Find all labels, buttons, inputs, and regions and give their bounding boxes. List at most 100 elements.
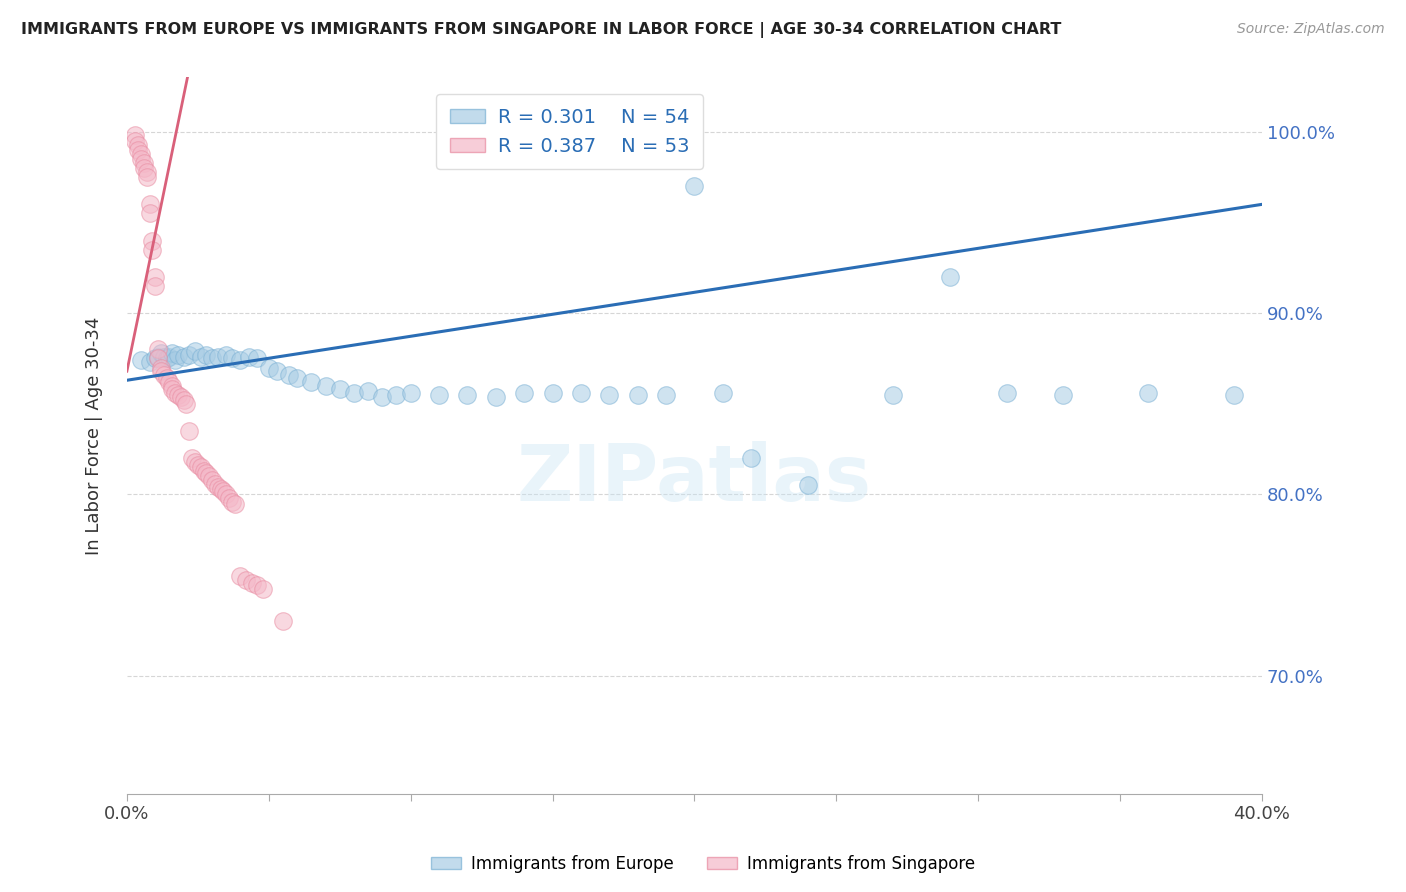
Point <box>797 478 820 492</box>
Point <box>146 343 169 357</box>
Point <box>124 134 146 148</box>
Point <box>399 386 422 401</box>
Point <box>198 469 221 483</box>
Point <box>138 355 160 369</box>
Point <box>485 390 508 404</box>
Y-axis label: In Labor Force | Age 30-34: In Labor Force | Age 30-34 <box>86 317 103 555</box>
Point <box>143 279 166 293</box>
Point <box>238 350 260 364</box>
Point <box>143 351 166 366</box>
Point <box>176 397 198 411</box>
Text: IMMIGRANTS FROM EUROPE VS IMMIGRANTS FROM SINGAPORE IN LABOR FORCE | AGE 30-34 C: IMMIGRANTS FROM EUROPE VS IMMIGRANTS FRO… <box>21 22 1062 38</box>
Point <box>240 576 263 591</box>
Point <box>1052 388 1074 402</box>
Point <box>184 455 207 469</box>
Point <box>740 451 762 466</box>
Point <box>257 360 280 375</box>
Point <box>711 386 734 401</box>
Point <box>209 482 232 496</box>
Point <box>513 386 536 401</box>
Point <box>201 351 224 366</box>
Point <box>357 384 380 398</box>
Point <box>221 351 243 366</box>
Point <box>167 388 190 402</box>
Point <box>138 197 160 211</box>
Point <box>152 350 174 364</box>
Point <box>159 375 181 389</box>
Point <box>221 494 243 508</box>
Point <box>229 569 252 583</box>
Point <box>165 386 187 401</box>
Point <box>129 146 152 161</box>
Point <box>149 346 172 360</box>
Point <box>541 386 564 401</box>
Point <box>1137 386 1160 401</box>
Point <box>343 386 366 401</box>
Point <box>207 480 229 494</box>
Point <box>146 351 169 366</box>
Point <box>173 393 195 408</box>
Point <box>299 375 322 389</box>
Point <box>156 351 179 366</box>
Point <box>683 179 706 194</box>
Point <box>156 371 179 385</box>
Point <box>882 388 904 402</box>
Point <box>179 348 201 362</box>
Point <box>190 460 212 475</box>
Point <box>129 353 152 368</box>
Point <box>995 386 1018 401</box>
Point <box>165 353 187 368</box>
Point <box>149 360 172 375</box>
Legend: R = 0.301    N = 54, R = 0.387    N = 53: R = 0.301 N = 54, R = 0.387 N = 53 <box>436 95 703 169</box>
Point <box>235 573 257 587</box>
Point <box>141 243 163 257</box>
Point <box>187 458 209 473</box>
Point <box>655 388 678 402</box>
Text: ZIPatlas: ZIPatlas <box>517 441 872 516</box>
Point <box>127 137 149 152</box>
Point <box>246 578 269 592</box>
Point <box>179 424 201 438</box>
Point <box>201 473 224 487</box>
Point <box>939 269 962 284</box>
Point <box>627 388 650 402</box>
Legend: Immigrants from Europe, Immigrants from Singapore: Immigrants from Europe, Immigrants from … <box>425 848 981 880</box>
Point <box>371 390 394 404</box>
Point <box>598 388 620 402</box>
Point <box>195 466 218 480</box>
Point <box>285 371 308 385</box>
Point <box>190 350 212 364</box>
Point <box>229 353 252 368</box>
Point <box>132 155 155 169</box>
Point <box>162 346 184 360</box>
Point <box>135 170 157 185</box>
Point <box>218 491 240 505</box>
Point <box>215 487 238 501</box>
Point <box>129 152 152 166</box>
Point <box>385 388 408 402</box>
Point <box>193 464 215 478</box>
Point <box>204 476 226 491</box>
Point <box>162 378 184 392</box>
Point <box>124 128 146 143</box>
Point <box>146 350 169 364</box>
Text: Source: ZipAtlas.com: Source: ZipAtlas.com <box>1237 22 1385 37</box>
Point <box>569 386 592 401</box>
Point <box>159 350 181 364</box>
Point <box>162 382 184 396</box>
Point <box>138 206 160 220</box>
Point <box>315 378 337 392</box>
Point <box>252 582 274 596</box>
Point <box>224 497 246 511</box>
Point <box>427 388 450 402</box>
Point <box>167 348 190 362</box>
Point <box>132 161 155 175</box>
Point <box>170 390 193 404</box>
Point <box>127 143 149 157</box>
Point <box>1222 388 1244 402</box>
Point <box>143 269 166 284</box>
Point <box>277 368 299 382</box>
Point <box>212 483 235 498</box>
Point <box>184 344 207 359</box>
Point <box>141 234 163 248</box>
